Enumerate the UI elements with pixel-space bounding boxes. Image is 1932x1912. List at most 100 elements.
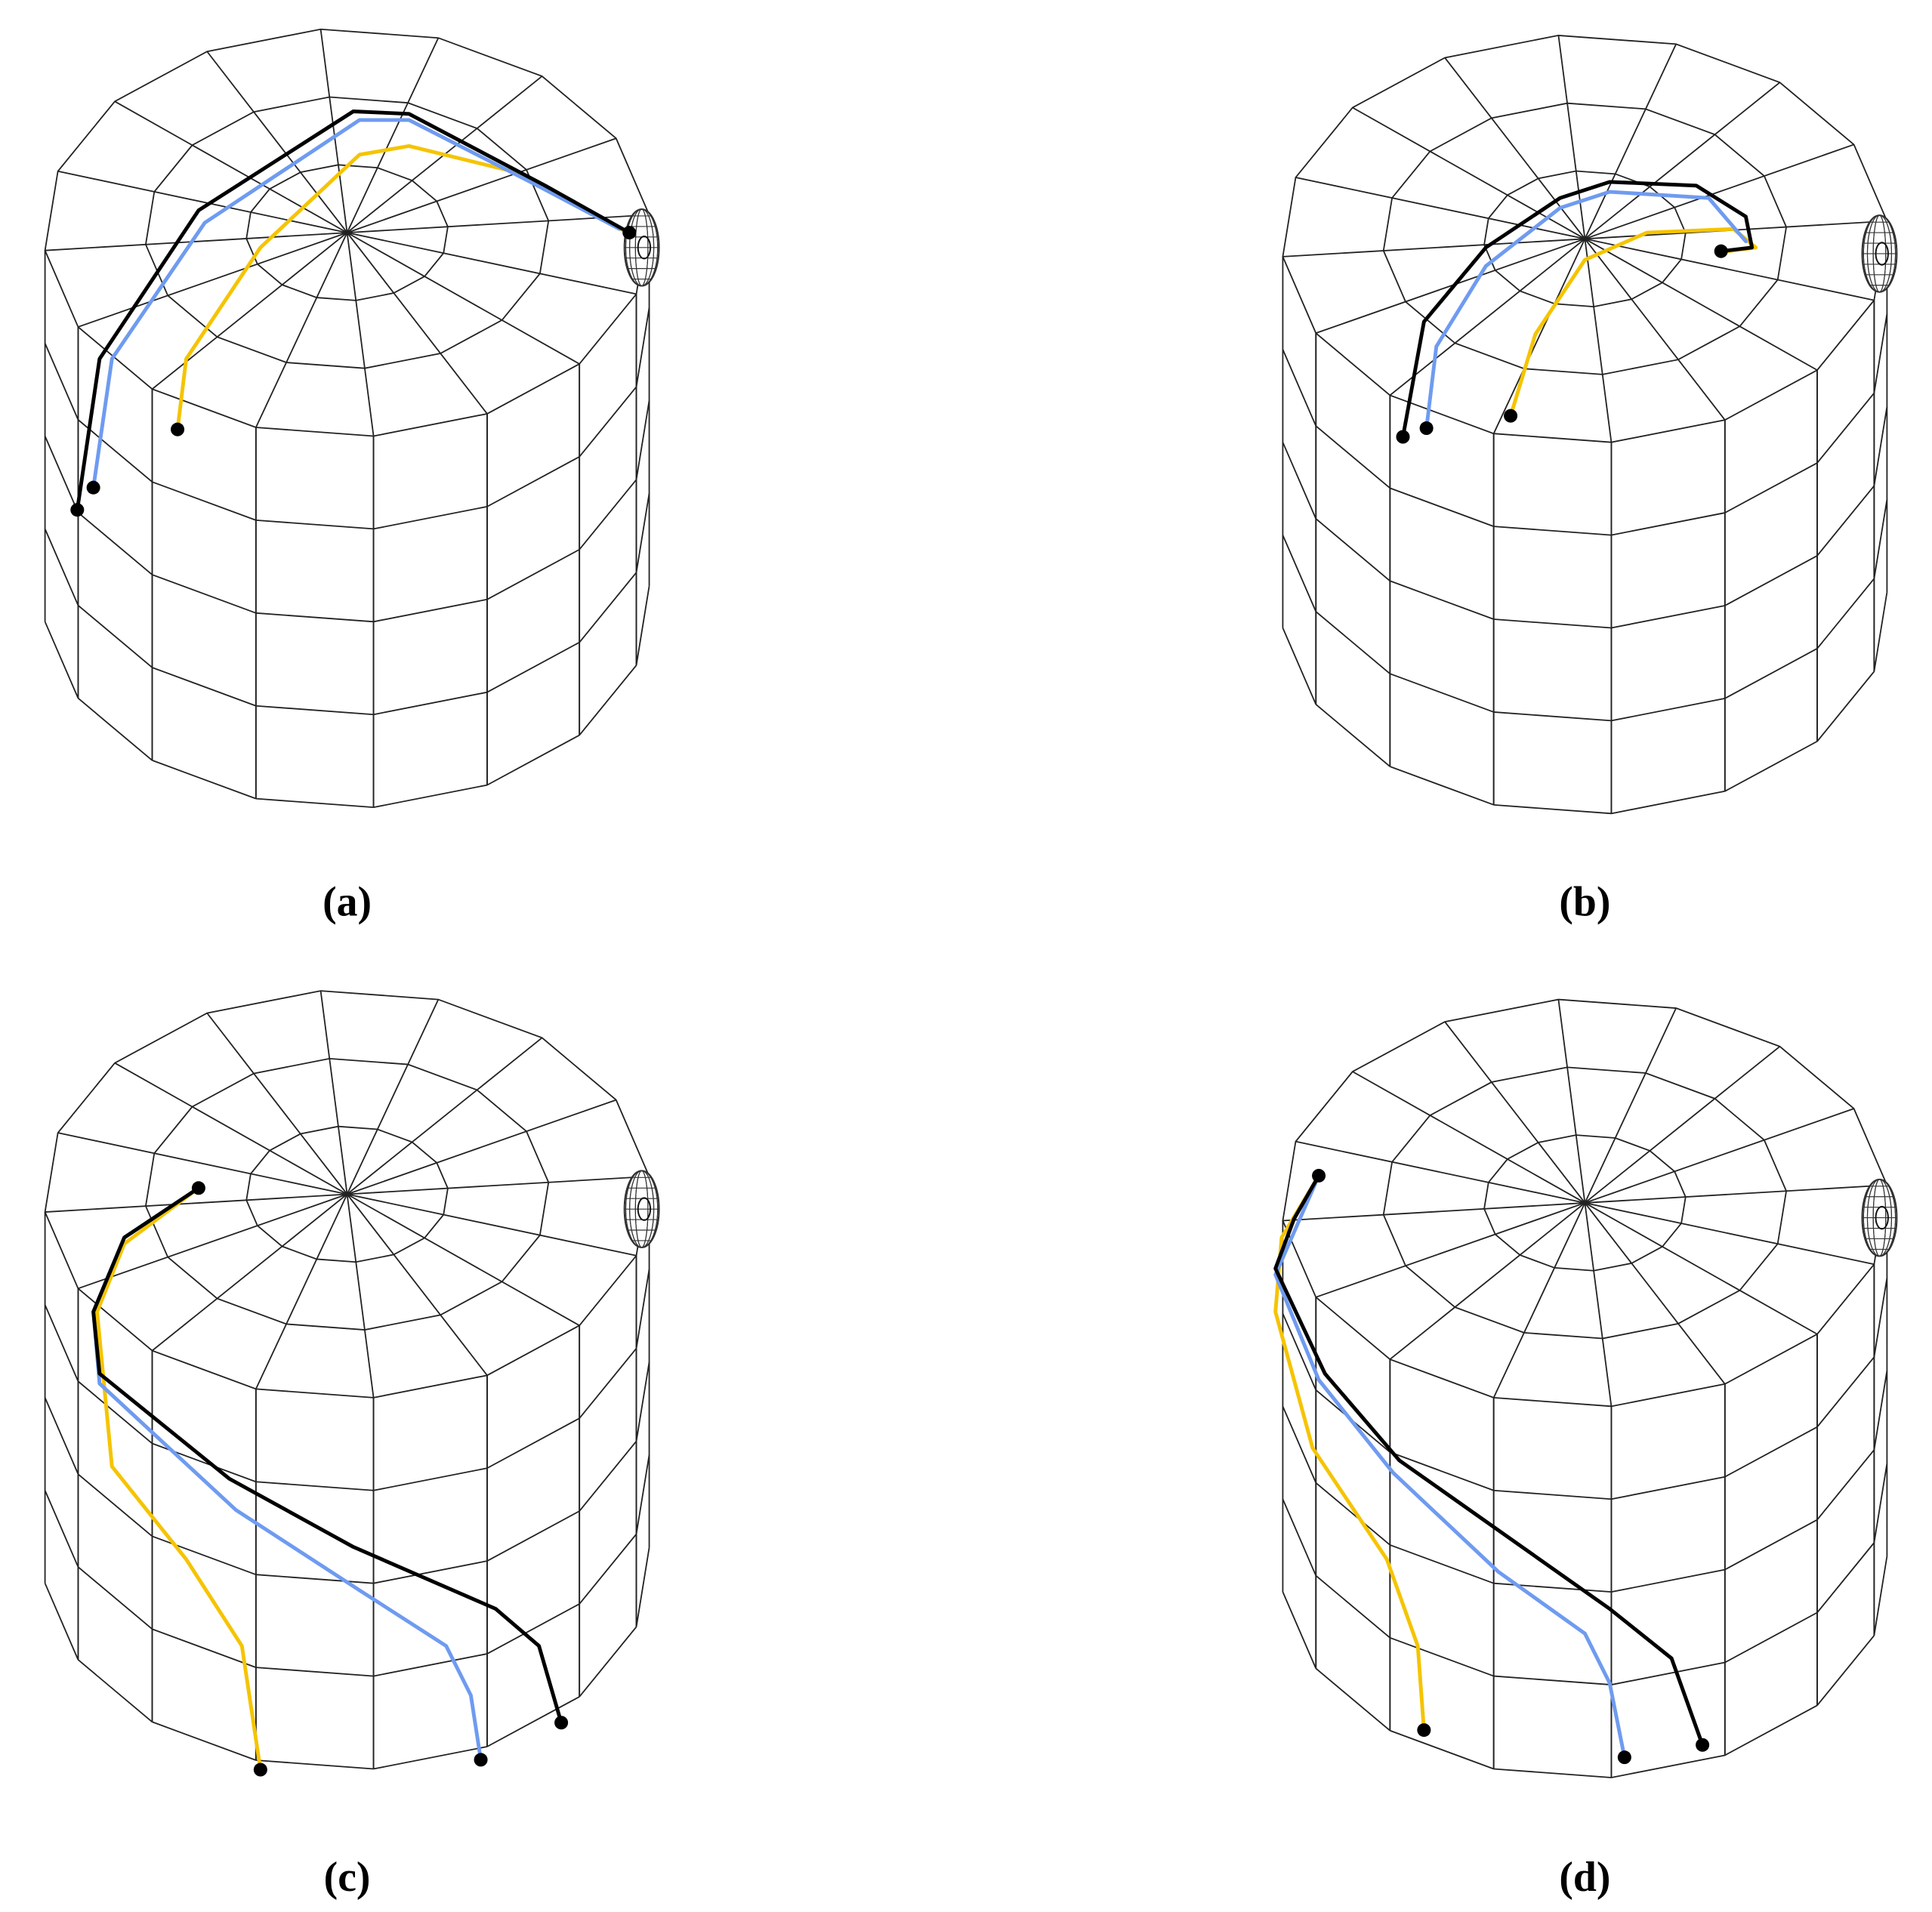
spoke bbox=[78, 232, 347, 328]
spoke bbox=[206, 1013, 348, 1195]
spoke bbox=[347, 1099, 617, 1195]
end-dot bbox=[1396, 430, 1410, 444]
side-ring bbox=[255, 797, 374, 809]
side-ring bbox=[44, 1397, 79, 1475]
spoke bbox=[346, 232, 375, 436]
torus-hole bbox=[1875, 1205, 1889, 1230]
side-ring bbox=[579, 386, 637, 458]
panel-b-paths bbox=[1396, 180, 1758, 444]
side-ring bbox=[1390, 766, 1494, 806]
spoke bbox=[1584, 1007, 1677, 1204]
end-dot bbox=[1696, 1738, 1710, 1752]
spoke bbox=[1352, 1071, 1585, 1204]
side-ring bbox=[1493, 1675, 1612, 1685]
side-ring bbox=[1390, 1636, 1494, 1677]
end-dot bbox=[253, 1762, 267, 1777]
side-ring bbox=[1873, 313, 1888, 393]
path-blue bbox=[91, 118, 622, 490]
spoke bbox=[1585, 1202, 1875, 1266]
side-ring bbox=[1493, 1582, 1612, 1593]
side-ring bbox=[579, 1441, 637, 1512]
side-ring bbox=[1724, 648, 1818, 699]
spoke bbox=[206, 51, 348, 233]
side-ring bbox=[579, 572, 637, 643]
spoke bbox=[1585, 143, 1854, 240]
top-ring bbox=[1282, 998, 1888, 1408]
side-ring bbox=[44, 436, 79, 513]
spoke bbox=[1584, 1046, 1781, 1204]
side-ring bbox=[255, 612, 374, 623]
spoke bbox=[346, 999, 440, 1195]
side-ring bbox=[1611, 698, 1725, 722]
torus-hole bbox=[637, 1197, 652, 1221]
path-yellow bbox=[95, 1186, 263, 1772]
spoke bbox=[1282, 1202, 1585, 1222]
spoke bbox=[114, 100, 348, 233]
spoke bbox=[346, 1193, 488, 1376]
spoke bbox=[1557, 35, 1586, 239]
path-black bbox=[75, 109, 631, 512]
side-ring bbox=[152, 667, 257, 707]
end-dot bbox=[70, 503, 85, 517]
end-dot bbox=[1417, 1723, 1431, 1738]
side-ring bbox=[373, 598, 488, 623]
side-ring bbox=[1873, 1371, 1888, 1451]
start-dot bbox=[1312, 1168, 1326, 1183]
side-ring bbox=[1282, 442, 1317, 520]
side-ring bbox=[255, 1574, 374, 1584]
side-ring bbox=[152, 574, 257, 614]
side-ring bbox=[1724, 1426, 1818, 1478]
side-ring bbox=[255, 1759, 374, 1770]
start-dot bbox=[622, 226, 637, 240]
spoke bbox=[78, 1193, 347, 1290]
side-ring bbox=[44, 1490, 79, 1568]
spoke bbox=[1315, 1202, 1585, 1298]
side-ring bbox=[635, 1547, 650, 1627]
side-ring bbox=[1282, 535, 1317, 612]
torus-mesh bbox=[634, 208, 649, 287]
side-ring bbox=[1282, 628, 1317, 705]
spoke bbox=[1444, 57, 1586, 239]
side-ring bbox=[486, 1696, 580, 1747]
side-ring bbox=[1816, 671, 1875, 742]
side-ring bbox=[77, 605, 153, 668]
side-ring bbox=[1315, 704, 1390, 767]
spoke bbox=[1282, 238, 1585, 258]
panel-d-paths bbox=[1273, 1168, 1710, 1765]
spoke bbox=[319, 29, 348, 233]
spoke bbox=[1444, 1021, 1586, 1204]
side-ring bbox=[1493, 1489, 1612, 1500]
torus-mesh bbox=[634, 1170, 649, 1248]
spoke bbox=[1584, 238, 1818, 371]
spoke bbox=[347, 1193, 580, 1327]
side-ring bbox=[44, 529, 79, 606]
side-ring bbox=[1390, 1451, 1494, 1491]
side-ring bbox=[1282, 1313, 1317, 1391]
spoke bbox=[347, 1193, 637, 1257]
panel-label: (d) bbox=[1559, 1854, 1610, 1901]
side-ring bbox=[635, 400, 650, 480]
spoke bbox=[1557, 999, 1586, 1204]
side-ring bbox=[579, 1348, 637, 1419]
spoke bbox=[1315, 238, 1585, 335]
spoke bbox=[319, 990, 348, 1195]
side-ring bbox=[579, 1626, 637, 1698]
side-ring bbox=[373, 784, 488, 809]
spoke bbox=[255, 1194, 348, 1389]
side-ring bbox=[1315, 1482, 1390, 1546]
spoke bbox=[1389, 238, 1585, 396]
spoke bbox=[114, 1062, 348, 1195]
spoke bbox=[1389, 1202, 1585, 1360]
side-ring bbox=[44, 1304, 79, 1382]
side-ring bbox=[1611, 1476, 1725, 1500]
side-ring bbox=[1315, 425, 1390, 489]
side-ring bbox=[1816, 1542, 1875, 1614]
spoke bbox=[347, 1176, 650, 1195]
end-dot bbox=[554, 1716, 569, 1730]
side-ring bbox=[1282, 349, 1317, 427]
side-ring bbox=[1611, 1568, 1725, 1593]
side-ring bbox=[579, 665, 637, 736]
path-black bbox=[91, 1186, 563, 1725]
end-dot bbox=[86, 480, 100, 495]
